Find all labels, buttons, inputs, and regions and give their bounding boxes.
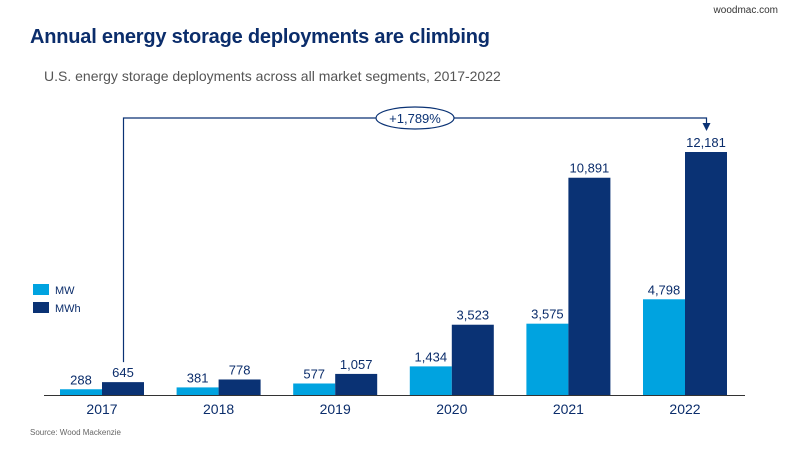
- growth-annotation: +1,789%: [122, 106, 711, 363]
- data-label-mwh-2022: 12,181: [686, 135, 726, 150]
- legend-label-mw: MW: [55, 285, 75, 297]
- bar-mwh-2017: [102, 382, 144, 395]
- brand-link[interactable]: woodmac.com: [713, 5, 778, 16]
- data-label-mw-2022: 4,798: [648, 282, 681, 297]
- x-tick-label-2022: 2022: [669, 401, 700, 417]
- legend-label-mwh: MWh: [55, 303, 81, 315]
- bar-mw-2018: [176, 387, 219, 395]
- data-label-mwh-2021: 10,891: [570, 161, 610, 176]
- chart-title: Annual energy storage deployments are cl…: [30, 26, 490, 48]
- data-label-mw-2017: 288: [70, 372, 92, 387]
- data-label-mwh-2017: 645: [112, 365, 134, 380]
- source-note: Source: Wood Mackenzie: [30, 428, 122, 437]
- legend-swatch-mw: [33, 284, 49, 295]
- growth-label: +1,789%: [389, 111, 441, 126]
- bar-mwh-2018: [218, 379, 261, 395]
- bar-mw-2022: [643, 299, 685, 395]
- data-label-mwh-2018: 778: [229, 362, 251, 377]
- bar-mw-2019: [293, 383, 336, 395]
- x-tick-label-2019: 2019: [320, 401, 351, 417]
- x-tick-label-2018: 2018: [203, 401, 234, 417]
- data-label-mw-2019: 577: [303, 366, 325, 381]
- bar-mwh-2021: [568, 177, 611, 395]
- x-tick-label-2021: 2021: [553, 401, 584, 417]
- x-tick-label-2017: 2017: [86, 401, 117, 417]
- data-label-mw-2020: 1,434: [415, 349, 448, 364]
- bar-mwh-2022: [685, 152, 727, 395]
- legend: MW MWh: [33, 284, 81, 315]
- bar-mwh-2019: [335, 373, 378, 395]
- data-label-mw-2021: 3,575: [531, 307, 564, 322]
- bar-mw-2020: [409, 366, 452, 395]
- growth-arrow-line: [122, 117, 708, 363]
- chart-subtitle: U.S. energy storage deployments across a…: [44, 68, 501, 84]
- data-label-mwh-2019: 1,057: [340, 357, 373, 372]
- legend-swatch-mwh: [33, 302, 49, 313]
- bar-mw-2021: [526, 323, 569, 395]
- arrow-head-icon: [702, 123, 711, 131]
- data-label-mw-2018: 381: [187, 370, 209, 385]
- growth-badge: [375, 106, 455, 130]
- x-tick-label-2020: 2020: [436, 401, 467, 417]
- bar-mw-2017: [60, 389, 102, 395]
- data-label-mwh-2020: 3,523: [457, 308, 490, 323]
- bar-mwh-2020: [451, 324, 494, 395]
